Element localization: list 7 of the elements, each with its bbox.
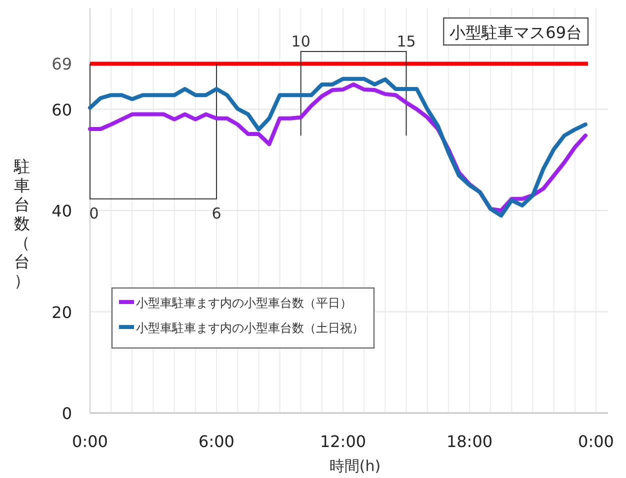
annotation: 15 xyxy=(396,32,416,50)
ref-line-label: 小型駐車マス69台 xyxy=(450,23,582,42)
xlabel: 時間(h) xyxy=(329,457,381,475)
annotation: 0 xyxy=(89,204,99,222)
annotation: 6 xyxy=(212,204,222,222)
ylabel: 駐車台数（台） xyxy=(14,157,30,290)
annotation: 10 xyxy=(291,32,310,50)
